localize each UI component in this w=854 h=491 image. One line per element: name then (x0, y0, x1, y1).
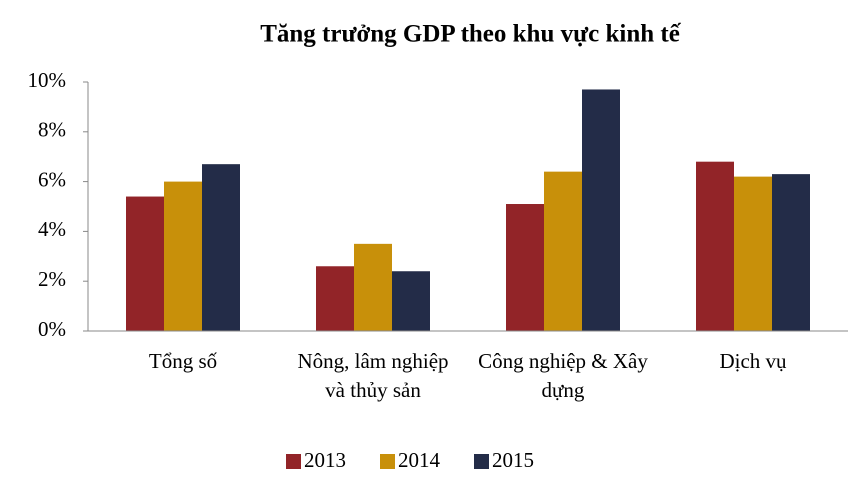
bar (734, 176, 772, 331)
y-tick-label: 0% (38, 317, 66, 341)
bar (202, 164, 240, 331)
bar (506, 204, 544, 331)
bar (354, 243, 392, 331)
bar (772, 174, 810, 331)
y-tick-label: 8% (38, 118, 66, 142)
chart-title: Tăng trưởng GDP theo khu vực kinh tế (260, 21, 682, 48)
bar (544, 171, 582, 331)
legend-label: 2013 (304, 448, 346, 472)
bar (126, 196, 164, 331)
bar (316, 266, 354, 331)
legend-swatch (474, 454, 489, 469)
x-tick-label: Dịch vụ (719, 349, 787, 373)
x-tick-label: Nông, lâm nghiệp và thủy sản (297, 349, 449, 402)
legend-swatch (380, 454, 395, 469)
bar (164, 181, 202, 331)
bar (392, 271, 430, 331)
x-tick-label: Công nghiệp & Xây dựng (478, 349, 648, 402)
x-tick-label: Tổng số (148, 349, 218, 373)
bar (582, 89, 620, 331)
legend-label: 2015 (492, 448, 534, 472)
legend-swatch (286, 454, 301, 469)
y-tick-label: 4% (38, 217, 66, 241)
y-tick-label: 10% (28, 68, 67, 92)
y-tick-label: 6% (38, 167, 66, 191)
legend-label: 2014 (398, 448, 441, 472)
y-tick-label: 2% (38, 267, 66, 291)
bar (696, 161, 734, 331)
